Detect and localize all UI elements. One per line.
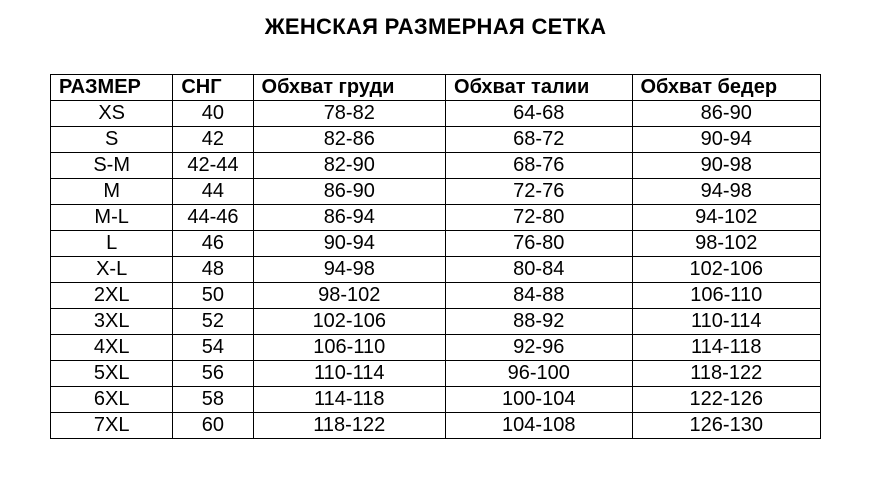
table-cell: 80-84 (446, 257, 632, 283)
table-cell: 114-118 (253, 387, 446, 413)
table-cell: 68-76 (446, 153, 632, 179)
table-cell: 106-110 (632, 283, 821, 309)
table-row: M4486-9072-7694-98 (51, 179, 821, 205)
col-header-size: РАЗМЕР (51, 75, 173, 101)
table-row: 3XL52102-10688-92110-114 (51, 309, 821, 335)
table-cell: 94-102 (632, 205, 821, 231)
table-body: XS4078-8264-6886-90S4282-8668-7290-94S-M… (51, 101, 821, 439)
table-cell: 114-118 (632, 335, 821, 361)
size-table: РАЗМЕР СНГ Обхват груди Обхват талии Обх… (50, 74, 821, 439)
table-cell: 126-130 (632, 413, 821, 439)
page-title: ЖЕНСКАЯ РАЗМЕРНАЯ СЕТКА (50, 14, 821, 40)
table-cell: 94-98 (632, 179, 821, 205)
table-cell: L (51, 231, 173, 257)
table-cell: 54 (173, 335, 253, 361)
col-header-waist: Обхват талии (446, 75, 632, 101)
table-cell: 60 (173, 413, 253, 439)
table-cell: X-L (51, 257, 173, 283)
table-cell: 48 (173, 257, 253, 283)
table-cell: 58 (173, 387, 253, 413)
table-cell: 6XL (51, 387, 173, 413)
table-row: 5XL56110-11496-100118-122 (51, 361, 821, 387)
table-cell: 2XL (51, 283, 173, 309)
table-cell: 7XL (51, 413, 173, 439)
table-cell: 76-80 (446, 231, 632, 257)
table-cell: 56 (173, 361, 253, 387)
table-cell: 98-102 (253, 283, 446, 309)
table-cell: 90-98 (632, 153, 821, 179)
table-cell: 42 (173, 127, 253, 153)
table-cell: M-L (51, 205, 173, 231)
table-cell: 90-94 (253, 231, 446, 257)
table-cell: 90-94 (632, 127, 821, 153)
table-cell: 3XL (51, 309, 173, 335)
table-cell: 72-80 (446, 205, 632, 231)
table-row: 4XL54106-11092-96114-118 (51, 335, 821, 361)
table-cell: 92-96 (446, 335, 632, 361)
table-row: XS4078-8264-6886-90 (51, 101, 821, 127)
table-cell: 100-104 (446, 387, 632, 413)
table-cell: 64-68 (446, 101, 632, 127)
table-cell: 68-72 (446, 127, 632, 153)
table-cell: 86-90 (632, 101, 821, 127)
table-cell: 110-114 (632, 309, 821, 335)
table-cell: 52 (173, 309, 253, 335)
table-cell: M (51, 179, 173, 205)
table-cell: 42-44 (173, 153, 253, 179)
table-cell: 102-106 (632, 257, 821, 283)
table-cell: 72-76 (446, 179, 632, 205)
table-row: 2XL5098-10284-88106-110 (51, 283, 821, 309)
table-row: S4282-8668-7290-94 (51, 127, 821, 153)
table-cell: 104-108 (446, 413, 632, 439)
table-cell: 86-90 (253, 179, 446, 205)
table-cell: S-M (51, 153, 173, 179)
table-row: 6XL58114-118100-104122-126 (51, 387, 821, 413)
table-cell: 96-100 (446, 361, 632, 387)
col-header-hip: Обхват бедер (632, 75, 821, 101)
table-cell: 98-102 (632, 231, 821, 257)
table-cell: 86-94 (253, 205, 446, 231)
table-cell: 46 (173, 231, 253, 257)
size-chart-container: ЖЕНСКАЯ РАЗМЕРНАЯ СЕТКА РАЗМЕР СНГ Обхва… (0, 0, 871, 439)
table-cell: 78-82 (253, 101, 446, 127)
table-cell: 118-122 (253, 413, 446, 439)
table-cell: 94-98 (253, 257, 446, 283)
table-cell: 84-88 (446, 283, 632, 309)
table-cell: 82-90 (253, 153, 446, 179)
table-row: S-M42-4482-9068-7690-98 (51, 153, 821, 179)
table-row: L4690-9476-8098-102 (51, 231, 821, 257)
table-cell: 122-126 (632, 387, 821, 413)
table-cell: 40 (173, 101, 253, 127)
table-row: M-L44-4686-9472-8094-102 (51, 205, 821, 231)
table-cell: S (51, 127, 173, 153)
table-row: 7XL60118-122104-108126-130 (51, 413, 821, 439)
table-cell: 44-46 (173, 205, 253, 231)
table-cell: 106-110 (253, 335, 446, 361)
col-header-bust: Обхват груди (253, 75, 446, 101)
col-header-cis: СНГ (173, 75, 253, 101)
table-cell: 50 (173, 283, 253, 309)
table-cell: 44 (173, 179, 253, 205)
table-cell: 82-86 (253, 127, 446, 153)
table-header-row: РАЗМЕР СНГ Обхват груди Обхват талии Обх… (51, 75, 821, 101)
table-cell: 88-92 (446, 309, 632, 335)
table-cell: 4XL (51, 335, 173, 361)
table-row: X-L4894-9880-84102-106 (51, 257, 821, 283)
table-cell: 110-114 (253, 361, 446, 387)
table-cell: XS (51, 101, 173, 127)
table-cell: 102-106 (253, 309, 446, 335)
table-cell: 118-122 (632, 361, 821, 387)
table-cell: 5XL (51, 361, 173, 387)
